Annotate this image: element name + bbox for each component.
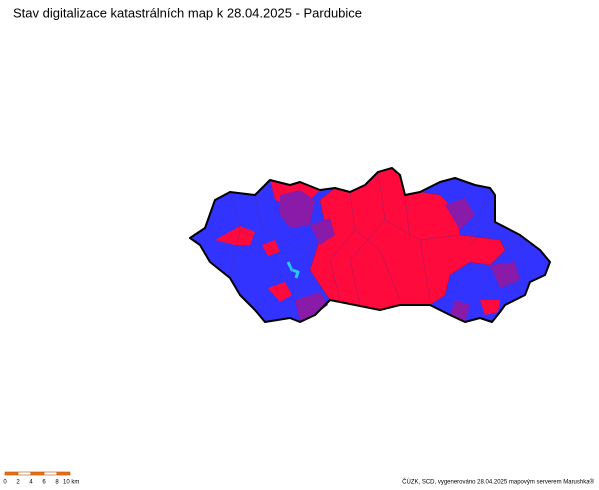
region-purple	[310, 218, 335, 245]
scale-label: 8	[55, 480, 59, 486]
region-red	[480, 300, 500, 315]
region-red	[268, 282, 292, 302]
credit: ČÚZK, SCD, vygenerováno 28.04.2025 mapov…	[402, 479, 594, 486]
region-red	[262, 240, 280, 256]
region-cyan	[286, 261, 300, 279]
scale-label: 4	[29, 480, 33, 486]
map-title: Stav digitalizace katastrálních map k 28…	[13, 5, 362, 20]
region-purple	[445, 198, 475, 230]
scale-segment	[43, 471, 58, 476]
scale-segment	[30, 471, 45, 476]
scale-segment	[4, 471, 19, 476]
region-red	[215, 226, 255, 245]
scale-label: 2	[16, 480, 20, 486]
region-purple	[280, 190, 315, 228]
region-purple	[295, 292, 328, 322]
scale-label: 10 km	[63, 480, 79, 486]
scale-label: 6	[42, 480, 46, 486]
scale-label: 0	[3, 480, 7, 486]
internal-boundaries	[229, 171, 531, 306]
scale-segment	[17, 471, 32, 476]
scale-segment	[56, 471, 71, 476]
scale-bar	[4, 471, 71, 476]
region-outline	[189, 167, 551, 323]
district-map	[189, 167, 551, 323]
region-purple	[490, 262, 520, 288]
scale-labels: 0 2 4 6 8 10 km	[3, 480, 79, 486]
